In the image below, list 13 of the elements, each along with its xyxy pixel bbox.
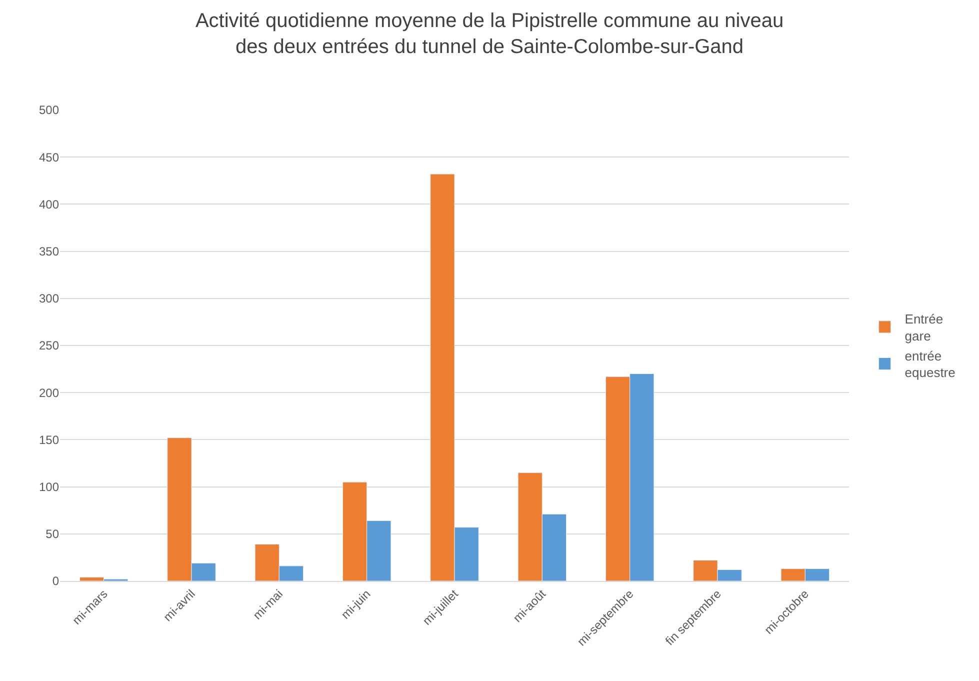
legend-label: entrée equestre xyxy=(904,348,956,380)
y-tick-label: 100 xyxy=(38,480,60,494)
y-tick-label: 400 xyxy=(38,197,60,212)
chart-title: Activité quotidienne moyenne de la Pipistrelle commune au niveau des deux entrées du tunnel de Sainte-Colombe-sur-Gand xyxy=(195,10,784,58)
y-tick-label: 300 xyxy=(38,292,60,306)
y-tick-label: 250 xyxy=(38,338,60,353)
y-tick-label: 450 xyxy=(38,150,60,164)
y-tick-label: 150 xyxy=(38,432,60,447)
y-tick-label: 350 xyxy=(38,244,60,258)
y-tick-label: 500 xyxy=(38,103,60,118)
y-tick-label: 50 xyxy=(46,527,60,542)
y-tick-label: 200 xyxy=(38,386,60,400)
y-tick-label: 0 xyxy=(52,574,60,588)
